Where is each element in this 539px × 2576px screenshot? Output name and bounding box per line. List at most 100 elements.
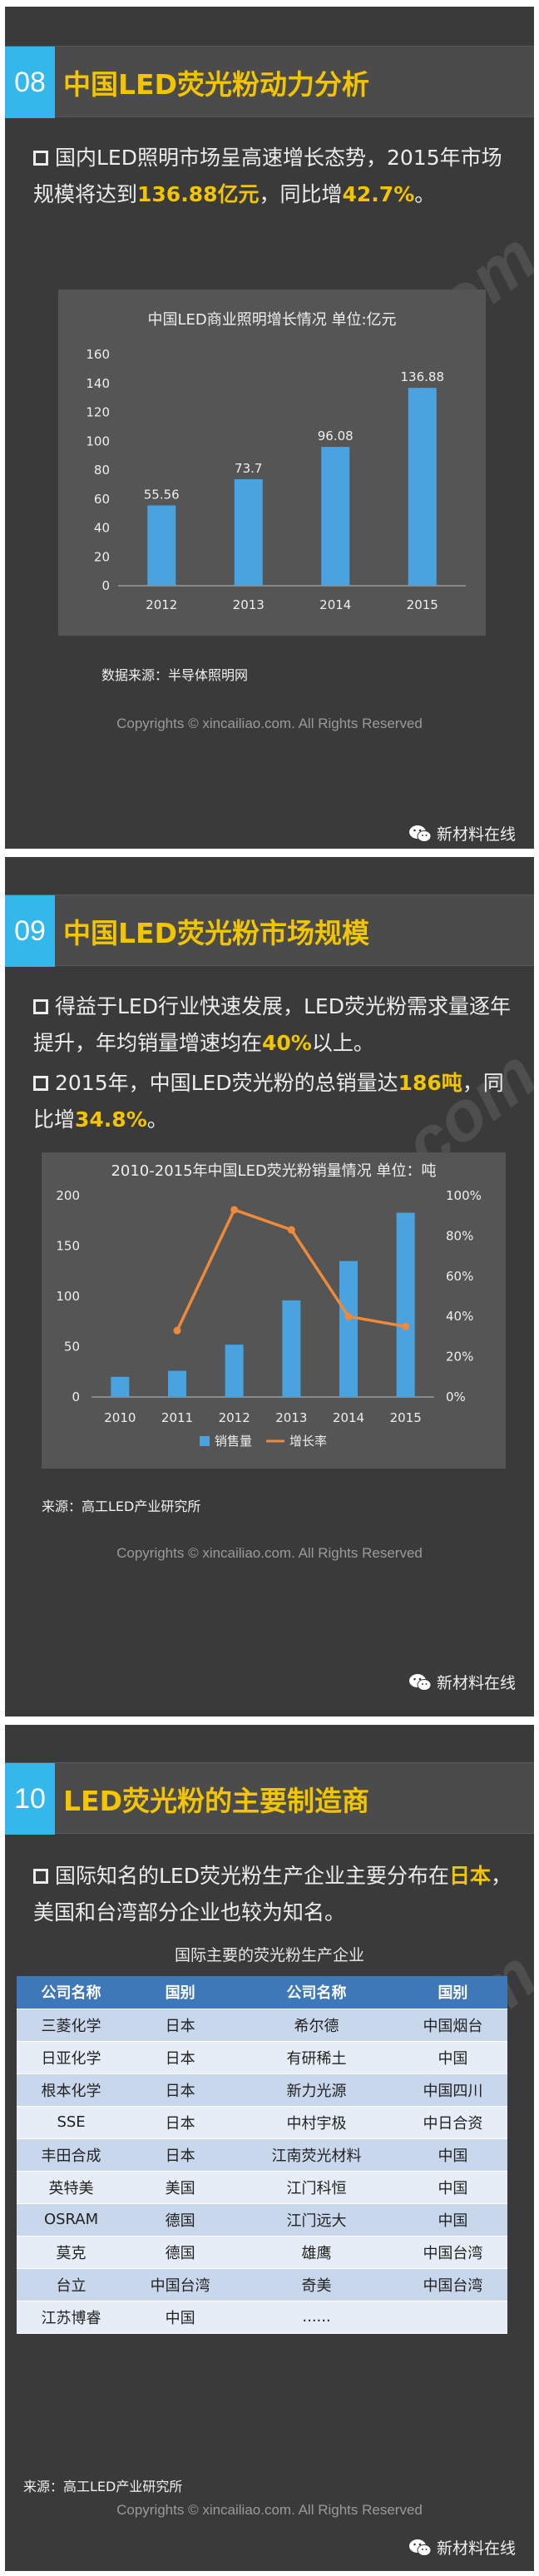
- table-cell: 中国台湾: [398, 2268, 507, 2301]
- table-cell: OSRAM: [17, 2203, 126, 2237]
- bullet-paragraph: 国际知名的LED荧光粉生产企业主要分布在日本，美国和台湾部分企业也较为知名。: [33, 1858, 516, 1931]
- table-row: OSRAM 德国 江门远大 中国: [17, 2203, 507, 2237]
- table-cell: 德国: [126, 2236, 235, 2269]
- table-cell: 日本: [126, 2041, 235, 2074]
- bullet-text: 2015年，中国LED荧光粉的总销量达: [55, 1071, 398, 1095]
- table-cell: 丰田合成: [17, 2138, 126, 2172]
- section-number: 10: [5, 1763, 55, 1835]
- table-cell: 中国: [126, 2301, 235, 2334]
- y-left-tick-label: 150: [56, 1239, 80, 1254]
- table-cell: 江门科恒: [235, 2171, 398, 2204]
- x-tick-label: 2012: [219, 1410, 250, 1425]
- table-cell: 莫克: [17, 2236, 126, 2269]
- checkbox-bullet-icon: [33, 151, 48, 166]
- column-header: 国别: [126, 1976, 235, 2009]
- x-tick-label: 2011: [161, 1410, 193, 1425]
- y-tick-label: 120: [86, 405, 110, 420]
- y-left-tick-label: 200: [56, 1188, 80, 1203]
- bullet-text: 国内LED照明市场呈高速增长态势，2015年市场规模将达到: [33, 146, 502, 206]
- bullet-text: ，同比增: [33, 1071, 504, 1132]
- data-label: 55.56: [144, 487, 180, 502]
- table-cell: ......: [235, 2301, 398, 2334]
- x-tick-label: 2013: [275, 1410, 307, 1425]
- chart-background: 2010-2015年中国LED荧光粉销量情况 单位：吨 0 50 100 150 200 0…: [42, 1152, 506, 1469]
- bar: [147, 505, 176, 586]
- y-tick-label: 140: [86, 376, 110, 391]
- table-cell: 有研稀土: [235, 2041, 398, 2074]
- x-tick-label: 2010: [104, 1410, 136, 1425]
- checkbox-bullet-icon: [33, 1869, 48, 1884]
- y-tick-label: 100: [86, 433, 110, 448]
- checkbox-bullet-icon: [33, 1076, 48, 1091]
- section-number: 08: [5, 47, 55, 118]
- table-cell: 江苏博睿: [17, 2301, 126, 2334]
- bullet-text: 。: [146, 1107, 168, 1132]
- bar: [408, 388, 437, 586]
- bar-chart-led-lighting: 中国LED商业照明增长情况 单位:亿元 0 20 40 60 80 100 120 140 160…: [86, 311, 466, 612]
- table-cell: 中国: [398, 2041, 507, 2074]
- line-point: [344, 1312, 353, 1320]
- table-row: SSE 日本 中村宇极 中日合资: [17, 2106, 507, 2139]
- y-right-tick-label: 0%: [446, 1390, 466, 1404]
- data-source: 数据来源：半导体照明网: [101, 667, 249, 683]
- checkbox-bullet-icon: [33, 999, 48, 1014]
- bullet-text: 国际知名的LED荧光粉生产企业主要分布在: [55, 1864, 449, 1888]
- y-right-tick-label: 40%: [446, 1309, 473, 1324]
- line-point: [173, 1326, 181, 1335]
- brand-name: 新材料在线: [436, 1674, 516, 1692]
- x-tick-label: 2015: [407, 597, 438, 612]
- table-row: 江苏博睿 中国......: [17, 2301, 507, 2334]
- copyright: Copyrights © xincailiao.com. All Rights …: [116, 716, 423, 731]
- bar: [225, 1345, 244, 1397]
- x-tick-label: 2014: [333, 1410, 364, 1425]
- y-right-tick-label: 20%: [446, 1350, 473, 1365]
- table-cell: 日亚化学: [17, 2041, 126, 2074]
- bullet-paragraph: 得益于LED行业快速发展，LED荧光粉需求量逐年提升，年均销量增速均在40%以上…: [33, 988, 516, 1062]
- table-cell: 中国四川: [398, 2073, 507, 2107]
- x-tick-label: 2015: [390, 1410, 422, 1425]
- bar: [282, 1300, 301, 1397]
- highlight-value: 34.8%: [75, 1107, 147, 1132]
- highlight-value: 186吨: [398, 1071, 462, 1095]
- y-right-tick-label: 60%: [446, 1269, 473, 1284]
- bar: [396, 1212, 415, 1397]
- legend-swatch-bar: [200, 1436, 210, 1446]
- y-tick-label: 160: [86, 347, 110, 362]
- table-cell: 中国台湾: [126, 2268, 235, 2301]
- section-header: 10 LED荧光粉的主要制造商: [5, 1762, 534, 1835]
- table-cell: 三菱化学: [17, 2009, 126, 2042]
- y-right-tick-label: 100%: [446, 1188, 482, 1203]
- data-label: 73.7: [235, 461, 262, 476]
- table-cell: 江门远大: [235, 2203, 398, 2237]
- data-source: 来源：高工LED产业研究所: [23, 2479, 183, 2494]
- table-row: 丰田合成 日本 江南荧光材料 中国: [17, 2138, 507, 2172]
- line-point: [230, 1206, 239, 1214]
- legend-label: 销售量: [215, 1434, 252, 1449]
- x-tick-label: 2012: [146, 597, 177, 612]
- table-cell: 中国: [398, 2138, 507, 2172]
- section-panel-09: xincailiao.com 09 中国LED荧光粉市场规模 得益于LED行业快…: [5, 857, 534, 1717]
- wechat-icon: [408, 825, 432, 842]
- section-number: 09: [5, 895, 55, 967]
- table-cell: 江南荧光材料: [235, 2138, 398, 2172]
- table-cell: 日本: [126, 2009, 235, 2042]
- table-cell: 中国: [398, 2203, 507, 2237]
- highlight-value: 日本: [448, 1864, 491, 1888]
- bar: [339, 1261, 358, 1397]
- data-label: 136.88: [401, 369, 445, 384]
- column-header: 国别: [398, 1976, 507, 2009]
- section-panel-08: xincailiao.com 08 中国LED荧光粉动力分析 国内LED照明市场…: [5, 7, 534, 849]
- table-cell: 根本化学: [17, 2073, 126, 2107]
- highlight-value: 40%: [262, 1031, 312, 1055]
- y-left-tick-label: 50: [64, 1340, 80, 1355]
- table-cell: 中国烟台: [398, 2009, 507, 2042]
- bar: [234, 478, 263, 586]
- legend-label: 增长率: [289, 1434, 327, 1449]
- y-tick-label: 20: [94, 549, 110, 564]
- data-source: 来源：高工LED产业研究所: [42, 1499, 201, 1514]
- bullet-text: 以上。: [311, 1031, 374, 1055]
- table-cell: 希尔德: [235, 2009, 398, 2042]
- bullet-paragraph: 国内LED照明市场呈高速增长态势，2015年市场规模将达到136.88亿元，同比…: [33, 140, 516, 213]
- table-cell: [398, 2301, 507, 2334]
- y-tick-label: 60: [94, 492, 110, 507]
